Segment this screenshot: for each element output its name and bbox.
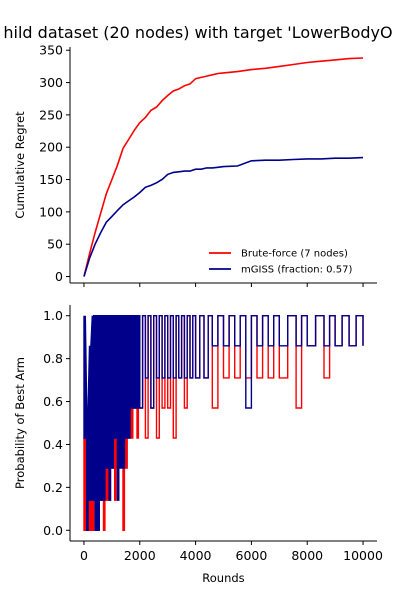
x-axis-label: Rounds <box>202 571 244 585</box>
series-brute-force-line <box>83 57 364 277</box>
legend-label-brute-force: Brute-force (7 nodes) <box>241 249 348 260</box>
cumulative-regret-panel: 0 50 100 150 200 250 300 350 Cumulative Regret Br… <box>13 43 377 287</box>
x-tick-label: 10000 <box>343 548 383 563</box>
x-tick-label: 2000 <box>124 548 156 563</box>
y-tick-label: 200 <box>39 140 63 155</box>
probability-best-arm-panel: 0.0 0.2 0.4 0.6 0.8 1.0 0 2000 4000 6000 8000 10000… <box>13 305 383 585</box>
y-tick-label: 250 <box>39 107 63 122</box>
series-mgiss-line <box>83 156 364 277</box>
y-tick-label: 100 <box>39 204 63 219</box>
y-axis-label: Probability of Best Arm <box>13 357 27 489</box>
y-tick-label: 0 <box>55 269 63 284</box>
legend: Brute-force (7 nodes) mGISS (fraction: 0.… <box>209 249 352 276</box>
y-tick-label: 0.0 <box>43 523 63 538</box>
y-tick-label: 300 <box>39 75 63 90</box>
y-tick-label: 0.2 <box>43 480 63 495</box>
y-tick-label: 0.8 <box>43 351 63 366</box>
figure-title: hild dataset (20 nodes) with target 'Low… <box>3 23 392 42</box>
series-mgiss-signal <box>83 315 364 531</box>
x-tick-label: 6000 <box>236 548 268 563</box>
y-tick-label: 350 <box>39 43 63 58</box>
y-axis-label: Cumulative Regret <box>13 111 27 219</box>
legend-label-mgiss: mGISS (fraction: 0.57) <box>241 265 352 276</box>
x-tick-label: 8000 <box>291 548 323 563</box>
y-tick-label: 0.6 <box>43 394 63 409</box>
x-tick-label: 0 <box>80 548 88 563</box>
y-tick-label: 150 <box>39 172 63 187</box>
x-tick-label: 4000 <box>180 548 212 563</box>
y-tick-label: 1.0 <box>43 308 63 323</box>
y-tick-label: 0.4 <box>43 437 63 452</box>
y-tick-label: 50 <box>47 237 63 252</box>
